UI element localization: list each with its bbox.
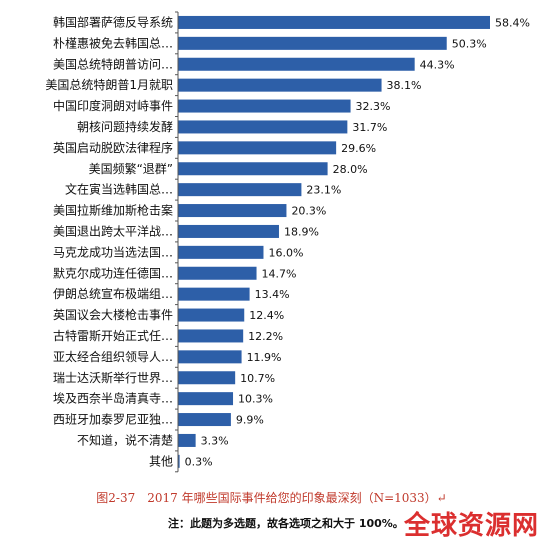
category-label: 伊朗总统宣布极端组… bbox=[53, 286, 173, 301]
figure-caption: 图2-37 2017 年哪些国际事件给您的印象最深刻（N=1033）↵ bbox=[0, 489, 543, 506]
bar bbox=[178, 245, 264, 259]
category-label: 美国总统特朗普访问… bbox=[53, 56, 173, 71]
bar bbox=[178, 78, 382, 92]
value-label: 11.9% bbox=[247, 351, 282, 364]
figure-number: 图2-37 bbox=[96, 491, 136, 505]
value-label: 18.9% bbox=[284, 225, 319, 238]
value-label: 9.9% bbox=[236, 414, 264, 427]
bar bbox=[178, 57, 415, 71]
value-label: 50.3% bbox=[452, 37, 487, 50]
watermark-logo: 全球资源网 bbox=[403, 511, 539, 541]
value-label: 38.1% bbox=[387, 79, 422, 92]
category-label: 韩国部署萨德反导系统 bbox=[53, 14, 173, 29]
bar bbox=[178, 15, 490, 29]
category-label: 朴槿惠被免去韩国总… bbox=[53, 35, 173, 50]
category-label: 美国总统特朗普1月就职 bbox=[45, 77, 173, 92]
bar-chart: 韩国部署萨德反导系统 58.4% 朴槿惠被免去韩国总… 50.3% 美国总统特朗普访问…… bbox=[45, 11, 530, 473]
category-label: 英国议会大楼枪击事件 bbox=[53, 307, 173, 322]
bar bbox=[178, 433, 196, 447]
value-label: 29.6% bbox=[341, 142, 376, 155]
category-label: 亚太经合组织领导人… bbox=[53, 349, 173, 364]
category-label: 朝核问题持续发酵 bbox=[77, 119, 173, 134]
value-label: 16.0% bbox=[268, 246, 303, 259]
value-label: 13.4% bbox=[255, 288, 290, 301]
category-label: 埃及西奈半岛清真寺… bbox=[53, 391, 173, 406]
category-label: 美国退出跨太平洋战… bbox=[53, 223, 173, 238]
bar bbox=[178, 183, 302, 197]
value-label: 32.3% bbox=[356, 100, 391, 113]
bar bbox=[178, 99, 351, 113]
bar bbox=[178, 266, 257, 280]
value-label: 3.3% bbox=[201, 434, 229, 447]
category-label: 英国启动脱欧法律程序 bbox=[53, 140, 173, 155]
value-label: 10.7% bbox=[240, 372, 275, 385]
bar bbox=[178, 371, 236, 385]
bar bbox=[178, 162, 328, 176]
value-label: 44.3% bbox=[420, 58, 455, 71]
category-label: 中国印度洞朗对峙事件 bbox=[53, 98, 173, 113]
bar bbox=[178, 120, 348, 134]
category-label: 西班牙加泰罗尼亚独… bbox=[53, 413, 173, 427]
bar bbox=[178, 36, 447, 50]
category-label: 文在寅当选韩国总… bbox=[65, 182, 173, 197]
category-label: 美国拉斯维加斯枪击案 bbox=[53, 203, 173, 218]
bar bbox=[178, 141, 337, 155]
bar bbox=[178, 413, 231, 427]
value-label: 58.4% bbox=[495, 16, 530, 29]
value-label: 14.7% bbox=[262, 267, 297, 280]
bar bbox=[178, 350, 242, 364]
bar bbox=[178, 454, 180, 468]
value-label: 31.7% bbox=[352, 121, 387, 134]
footnote: 注：此题为多选题，故各选项之和大于 100%。 bbox=[168, 517, 404, 530]
category-label: 其他 bbox=[149, 454, 173, 468]
value-label: 28.0% bbox=[333, 163, 368, 176]
value-label: 0.3% bbox=[185, 455, 213, 468]
value-label: 10.3% bbox=[238, 393, 273, 406]
bar bbox=[178, 392, 234, 406]
bar bbox=[178, 329, 244, 343]
category-label: 美国频繁“退群” bbox=[89, 161, 173, 176]
value-label: 20.3% bbox=[291, 205, 326, 218]
category-label: 马克龙成功当选法国… bbox=[53, 245, 173, 259]
bar bbox=[178, 224, 279, 238]
bar bbox=[178, 308, 245, 322]
category-label: 瑞士达沃斯举行世界… bbox=[53, 371, 173, 385]
figure-title: 2017 年哪些国际事件给您的印象最深刻（N=1033）↵ bbox=[147, 491, 447, 505]
category-label: 不知道，说不清楚 bbox=[77, 432, 173, 447]
category-label: 古特雷斯开始正式任… bbox=[53, 328, 173, 343]
bar bbox=[178, 287, 250, 301]
category-label: 默克尔成功连任德国… bbox=[53, 265, 173, 280]
value-label: 12.4% bbox=[249, 309, 284, 322]
bar bbox=[178, 204, 287, 218]
value-label: 23.1% bbox=[306, 184, 341, 197]
value-label: 12.2% bbox=[248, 330, 283, 343]
